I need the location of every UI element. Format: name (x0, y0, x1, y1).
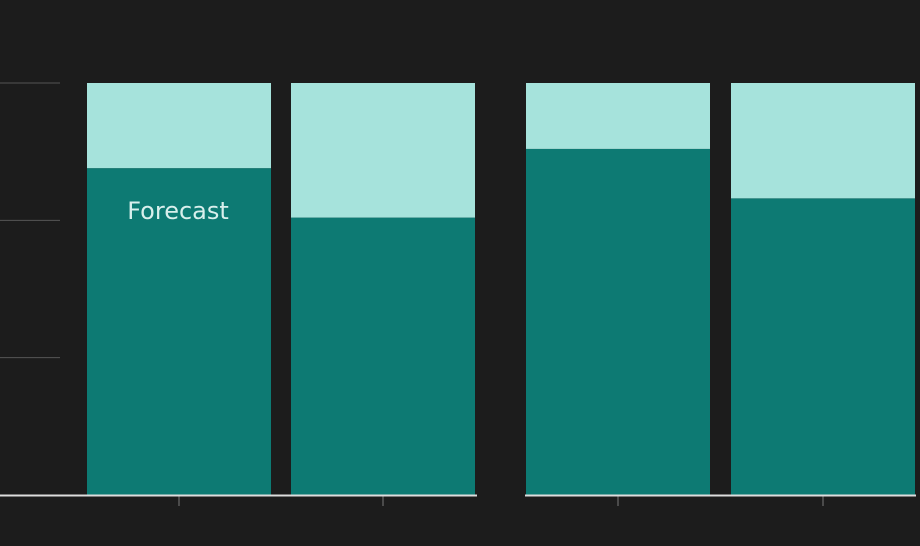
bar-segment (87, 83, 271, 169)
bar-segment (731, 198, 915, 496)
bar-segment (291, 217, 475, 495)
bar-segment (526, 83, 710, 149)
bar-segment (526, 148, 710, 496)
bar-segment (87, 168, 271, 495)
bar-segment (291, 83, 475, 218)
bar-segment (731, 83, 915, 199)
annotation: Forecast (127, 197, 229, 225)
